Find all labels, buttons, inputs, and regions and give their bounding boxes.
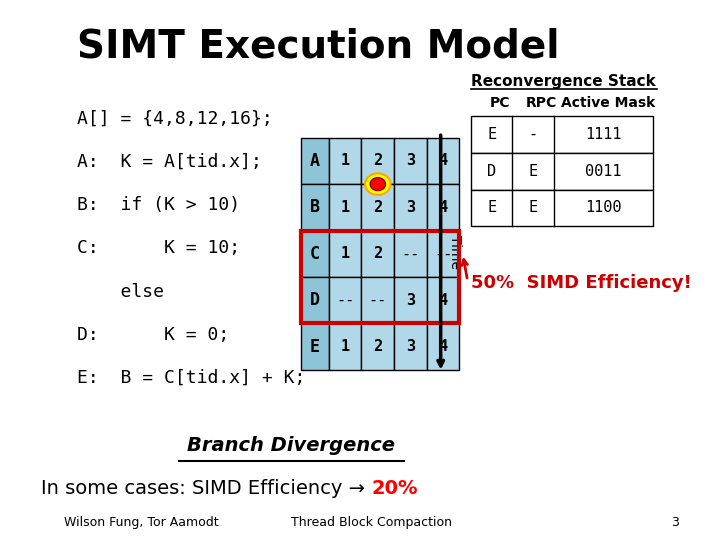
Text: D: D: [487, 164, 496, 179]
Text: 1111: 1111: [585, 127, 622, 142]
Text: 3: 3: [406, 293, 415, 308]
Bar: [361, 277, 394, 323]
Bar: [361, 231, 394, 277]
Text: Reconvergence Stack: Reconvergence Stack: [472, 74, 656, 89]
Text: E: E: [528, 200, 538, 215]
Bar: [427, 323, 459, 370]
Circle shape: [365, 173, 391, 195]
Text: D:      K = 0;: D: K = 0;: [77, 326, 229, 344]
Text: --: --: [434, 246, 452, 261]
Bar: [329, 138, 361, 184]
Bar: [361, 323, 394, 370]
Text: 2: 2: [373, 153, 382, 168]
Text: 4: 4: [438, 293, 448, 308]
Text: In some cases: SIMD Efficiency →: In some cases: SIMD Efficiency →: [41, 479, 372, 498]
Circle shape: [370, 178, 385, 191]
Text: Wilson Fung, Tor Aamodt: Wilson Fung, Tor Aamodt: [64, 516, 219, 529]
Bar: [329, 277, 361, 323]
Bar: [394, 184, 427, 231]
Text: 1: 1: [341, 153, 350, 168]
Text: A: A: [310, 152, 320, 170]
Text: B:  if (K > 10): B: if (K > 10): [77, 196, 240, 214]
Bar: [427, 231, 459, 277]
Text: 2: 2: [373, 200, 382, 215]
Text: -: -: [528, 127, 538, 142]
Text: E: E: [487, 127, 496, 142]
Text: 1: 1: [341, 246, 350, 261]
Bar: [394, 231, 427, 277]
Text: C:      K = 10;: C: K = 10;: [77, 239, 240, 258]
Text: 50%  SIMD Efficiency!: 50% SIMD Efficiency!: [471, 274, 691, 293]
Bar: [427, 138, 459, 184]
Text: C: C: [310, 245, 320, 263]
Bar: [301, 277, 329, 323]
Bar: [329, 231, 361, 277]
Bar: [394, 323, 427, 370]
Text: E: E: [528, 164, 538, 179]
Bar: [301, 323, 329, 370]
Text: --: --: [401, 246, 420, 261]
Bar: [301, 138, 329, 184]
Bar: [329, 323, 361, 370]
Bar: [471, 116, 653, 153]
Bar: [394, 277, 427, 323]
Text: E: E: [487, 200, 496, 215]
Text: A[] = {4,8,12,16};: A[] = {4,8,12,16};: [77, 110, 273, 128]
Text: 1: 1: [341, 339, 350, 354]
Bar: [329, 184, 361, 231]
Text: 4: 4: [438, 153, 448, 168]
Text: 3: 3: [406, 200, 415, 215]
Text: 4: 4: [438, 200, 448, 215]
Text: else: else: [77, 282, 164, 301]
Text: 3: 3: [406, 339, 415, 354]
Text: 1100: 1100: [585, 200, 622, 215]
Text: Branch Divergence: Branch Divergence: [187, 436, 395, 455]
Bar: [361, 184, 394, 231]
Text: SIMT Execution Model: SIMT Execution Model: [77, 27, 559, 65]
Text: 4: 4: [438, 339, 448, 354]
Text: --: --: [336, 293, 354, 308]
Bar: [301, 231, 459, 323]
Bar: [301, 184, 329, 231]
Bar: [361, 138, 394, 184]
Bar: [301, 231, 329, 277]
Text: 20%: 20%: [372, 479, 418, 498]
Bar: [471, 190, 653, 226]
Text: B: B: [310, 198, 320, 217]
Text: --: --: [369, 293, 387, 308]
Text: D: D: [310, 291, 320, 309]
Bar: [471, 153, 653, 190]
Text: Active Mask: Active Mask: [562, 96, 656, 110]
Text: E:  B = C[tid.x] + K;: E: B = C[tid.x] + K;: [77, 369, 305, 387]
Text: RPC: RPC: [526, 96, 557, 110]
Text: 1: 1: [341, 200, 350, 215]
Text: PC: PC: [490, 96, 510, 110]
Bar: [394, 138, 427, 184]
Bar: [427, 277, 459, 323]
Text: 2: 2: [373, 246, 382, 261]
Text: A:  K = A[tid.x];: A: K = A[tid.x];: [77, 153, 262, 171]
Text: Time: Time: [448, 235, 462, 269]
Text: 2: 2: [373, 339, 382, 354]
Text: 0011: 0011: [585, 164, 622, 179]
Text: 3: 3: [406, 153, 415, 168]
Text: E: E: [310, 338, 320, 356]
Text: Thread Block Compaction: Thread Block Compaction: [291, 516, 452, 529]
Bar: [427, 184, 459, 231]
Text: 3: 3: [671, 516, 679, 529]
